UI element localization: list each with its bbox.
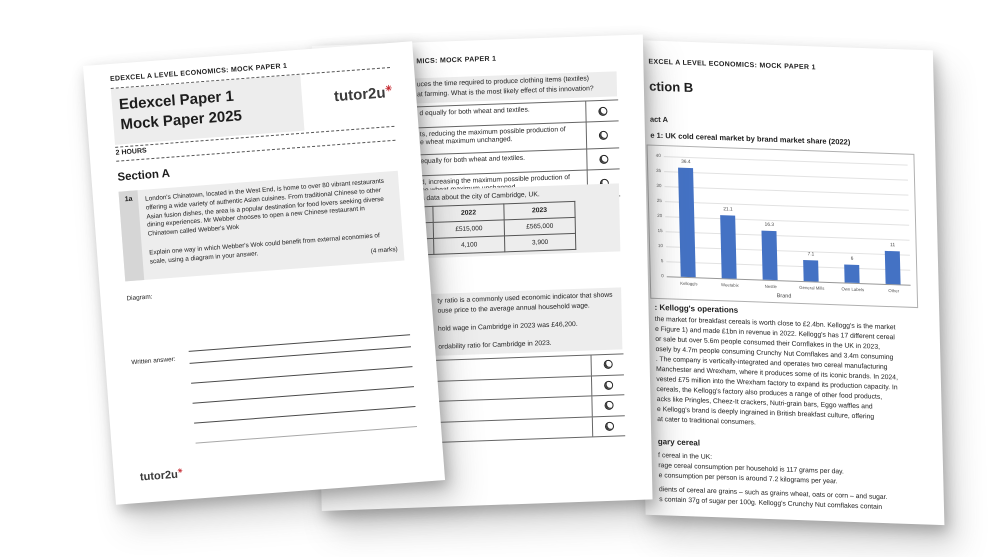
option-line: d, increasing the maximum possible produ… <box>420 173 571 186</box>
option-radio-cell <box>585 100 619 122</box>
option-line: ts, reducing the maximum possible produc… <box>419 125 566 138</box>
bar-value-label: 7.1 <box>807 251 815 258</box>
y-tick-label: 30 <box>656 182 662 189</box>
marks-label: (4 marks) <box>370 246 398 256</box>
logo-text-bold: 2u <box>164 468 179 482</box>
category-label: General Mills <box>799 284 825 291</box>
chart-bar <box>678 167 696 278</box>
y-tick-label: 10 <box>657 242 664 249</box>
logo-text-bold: 2u <box>367 84 387 103</box>
chart-bar <box>720 214 737 279</box>
radio-icon <box>598 154 608 164</box>
logo-text: tutor <box>333 85 369 106</box>
exam-paper-page-1: EDEXCEL A LEVEL ECONOMICS: MOCK PAPER 1 … <box>83 41 446 505</box>
option-radio-cell <box>590 354 624 375</box>
answer-line <box>195 425 418 444</box>
gridline <box>666 246 910 256</box>
logo-star-icon: ✳ <box>384 83 393 94</box>
wage-fragment: hold wage in Cambridge in 2023 was £46,2… <box>437 320 578 333</box>
option-line: d equally for both wheat and textiles. <box>419 105 530 117</box>
category-label: Nestle <box>764 283 777 290</box>
affordability-box: ty ratio is a commonly used economic ind… <box>411 287 623 357</box>
chart-bar <box>884 250 901 285</box>
extract-a-heading-fragment: act A <box>649 114 669 125</box>
radio-icon <box>603 380 613 390</box>
ratio-line: ouse price to the average annual househo… <box>437 302 590 315</box>
option-radio-cell <box>590 374 625 396</box>
y-tick-label: 15 <box>657 227 663 234</box>
category-label: Other <box>888 288 900 294</box>
option-radio-cell <box>591 415 626 437</box>
question-text: London's Chinatown, located in the West … <box>144 177 385 238</box>
gridline <box>665 216 910 226</box>
figure-1-chart: Brand 0 5 10 15 20 25 30 35 40 36.4 Kellogg's 21.1 W… <box>646 144 919 309</box>
option-radio-cell <box>586 148 620 170</box>
mcq-question-box: uces the time required to produce clothi… <box>408 71 618 104</box>
bar-value-label: 16.3 <box>764 222 775 229</box>
question-number: 1a <box>124 195 133 204</box>
table-cell: 4,100 <box>433 235 505 255</box>
bar-value-label: 36.4 <box>681 159 691 165</box>
radio-icon <box>603 400 614 411</box>
radio-icon <box>597 106 607 116</box>
answer-line <box>191 366 413 384</box>
y-tick-label: 35 <box>656 167 662 174</box>
figure-1-caption-fragment: e 1: UK cold cereal market by brand mark… <box>650 130 851 147</box>
option-line: e wheat maximum unchanged. <box>419 136 513 147</box>
category-label: Weetabix <box>720 282 739 288</box>
task-fragment: ordability ratio for Cambridge in 2023. <box>438 339 552 351</box>
table-cell: 3,900 <box>504 233 576 252</box>
chart-bar <box>844 264 860 284</box>
answer-line <box>194 406 416 424</box>
gridline <box>664 201 909 211</box>
data-intro-fragment: s data about the city of Cambridge, UK. <box>421 191 540 203</box>
radio-icon <box>598 130 608 140</box>
section-b-heading-fragment: ction B <box>648 78 694 96</box>
gridline <box>665 231 910 241</box>
option-line: equally for both wheat and textiles. <box>420 154 526 165</box>
gridline <box>666 261 911 271</box>
page2-header-fragment: MICS: MOCK PAPER 1 <box>416 55 497 66</box>
logo-text: tutor <box>139 469 166 484</box>
gridline <box>664 186 909 196</box>
answer-line <box>192 386 415 404</box>
kelloggs-operations-heading-fragment: : Kellogg's operations <box>654 302 739 315</box>
page3-header-fragment: EXCEL A LEVEL ECONOMICS: MOCK PAPER 1 <box>648 58 816 72</box>
y-tick-label: 0 <box>661 273 664 279</box>
y-tick-label: 5 <box>660 258 664 264</box>
question-number-strip <box>118 190 145 282</box>
radio-icon <box>604 421 614 431</box>
y-tick-label: 40 <box>655 152 661 159</box>
written-answer-label: Written answer: <box>131 355 176 367</box>
radio-icon <box>603 359 613 370</box>
option-radio-cell <box>591 395 625 416</box>
y-tick-label: 25 <box>656 197 662 204</box>
category-label: Kellogg's <box>680 280 698 287</box>
section-a-heading: Section A <box>117 167 171 184</box>
duration-label: 2 HOURS <box>115 147 147 157</box>
diagram-label: Diagram: <box>126 293 153 303</box>
gridline <box>663 156 908 166</box>
bar-value-label: 6 <box>850 256 854 262</box>
sugary-cereal-heading-fragment: gary cereal <box>657 437 701 448</box>
logo-star-icon: ✳ <box>177 468 183 476</box>
y-tick-label: 20 <box>657 212 663 219</box>
tutor2u-footer-logo: tutor2u✳ <box>140 468 184 484</box>
question-1a-box: 1a London's Chinatown, located in the We… <box>118 170 405 282</box>
chart-bar <box>761 230 778 281</box>
bar-value-label: 11 <box>890 243 896 249</box>
option-radio-cell <box>585 121 620 149</box>
chart-bar <box>803 259 819 282</box>
gridline <box>664 171 909 181</box>
exam-paper-page-3: EXCEL A LEVEL ECONOMICS: MOCK PAPER 1 ct… <box>634 40 945 526</box>
category-label: Own Labels <box>841 286 865 293</box>
tutor2u-logo: tutor2u✳ <box>333 83 393 105</box>
bar-value-label: 21.1 <box>723 206 733 213</box>
